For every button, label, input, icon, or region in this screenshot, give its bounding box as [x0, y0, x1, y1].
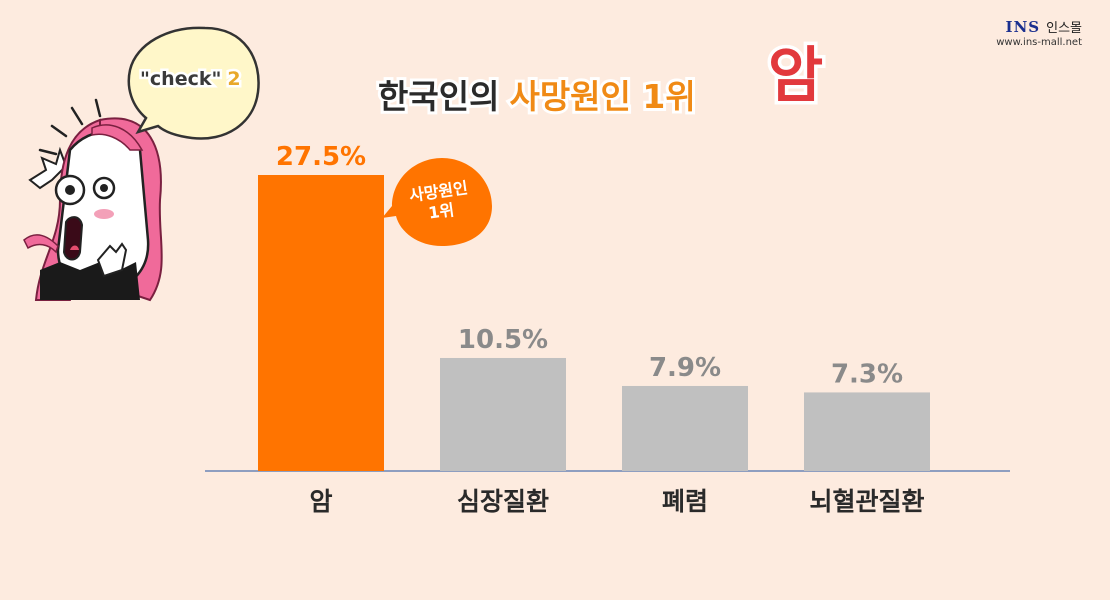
check-number: 2: [225, 66, 243, 93]
category-label-2: 폐렴: [662, 487, 708, 516]
value-label-0: 27.5%: [276, 142, 366, 172]
category-label-1: 심장질환: [457, 487, 549, 516]
category-label-3: 뇌혈관질환: [809, 487, 924, 516]
logo-brand: INS: [1005, 18, 1041, 36]
bar-3: [804, 392, 930, 471]
logo-url: www.ins-mall.net: [996, 37, 1082, 48]
brand-logo: INS 인스몰 www.ins-mall.net: [996, 20, 1082, 48]
page-title: 한국인의 사망원인 1위: [375, 70, 699, 119]
bar-2: [622, 385, 748, 471]
value-label-3: 7.3%: [831, 359, 903, 389]
check-bubble-text: "check" 2: [137, 66, 243, 93]
bar-1: [440, 357, 566, 471]
title-part1: 한국인의: [375, 74, 502, 119]
rank-callout-text: 사망원인 1위: [383, 153, 498, 251]
logo-name: 인스몰: [1046, 21, 1082, 36]
callout-circle: [382, 158, 492, 246]
title-part3: 암: [764, 41, 826, 111]
check-label: "check": [137, 66, 223, 93]
character-illustration: [23, 98, 182, 302]
value-label-1: 10.5%: [458, 325, 548, 355]
title-part2: 사망원인 1위: [506, 74, 698, 119]
speech-bubble: [127, 26, 260, 140]
category-label-0: 암: [309, 487, 332, 516]
value-label-2: 7.9%: [649, 353, 721, 383]
bar-0: [258, 175, 384, 471]
